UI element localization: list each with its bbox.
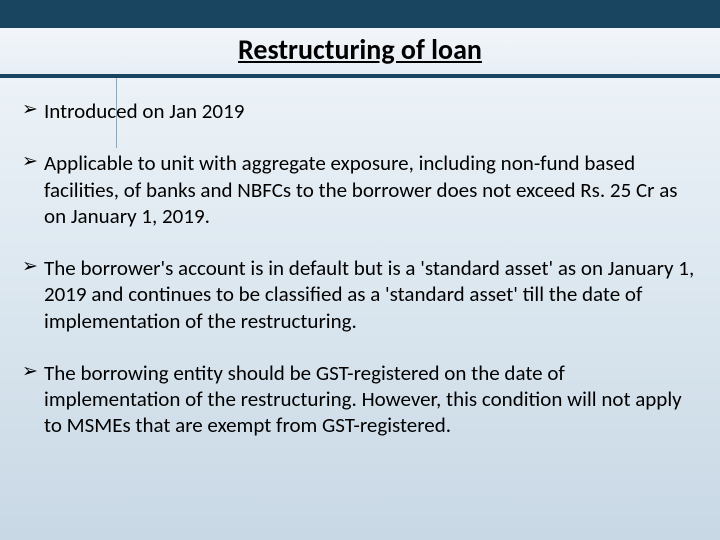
title-bar: Restructuring of loan bbox=[0, 0, 720, 78]
bullet-2: Applicable to unit with aggregate exposu… bbox=[22, 150, 698, 229]
bullet-3-text: The borrower's account is in default but… bbox=[44, 255, 694, 334]
slide-title: Restructuring of loan bbox=[238, 32, 482, 67]
bullet-1-text: Introduced on Jan 2019 bbox=[44, 98, 244, 124]
bullet-1: Introduced on Jan 2019 bbox=[22, 98, 698, 124]
bullet-4-text: The borrowing entity should be GST-regis… bbox=[44, 360, 682, 439]
bullet-2-text: Applicable to unit with aggregate exposu… bbox=[44, 150, 678, 229]
bullet-4: The borrowing entity should be GST-regis… bbox=[22, 360, 698, 439]
title-strip: Restructuring of loan bbox=[0, 28, 720, 74]
content-area: Introduced on Jan 2019 Applicable to uni… bbox=[0, 78, 720, 475]
slide-container: Restructuring of loan Introduced on Jan … bbox=[0, 0, 720, 540]
bullet-3: The borrower's account is in default but… bbox=[22, 255, 698, 334]
